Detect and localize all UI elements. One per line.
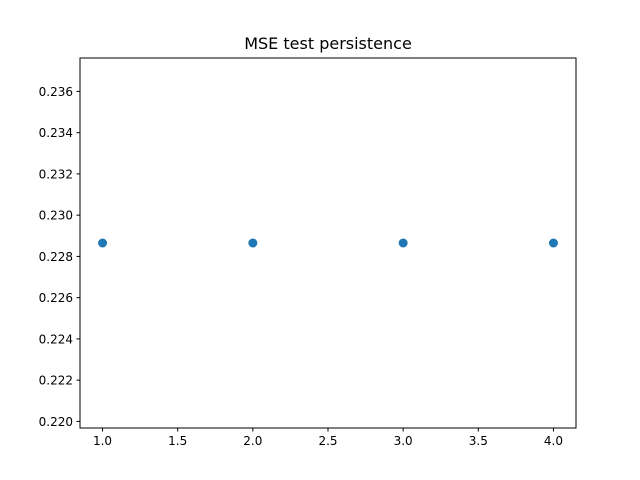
data-point	[98, 238, 108, 248]
x-tick-label: 2.0	[243, 434, 262, 448]
y-tick-label: 0.224	[39, 332, 73, 346]
plot-frame	[79, 57, 577, 429]
chart-title: MSE test persistence	[244, 34, 412, 53]
y-tick-label: 0.234	[39, 126, 73, 140]
y-tick-label: 0.230	[39, 209, 73, 223]
x-tick-label: 4.0	[544, 434, 563, 448]
x-tick-label: 3.5	[469, 434, 488, 448]
y-tick-label: 0.228	[39, 250, 73, 264]
y-tick-label: 0.222	[39, 374, 73, 388]
data-point	[248, 238, 258, 248]
data-points	[98, 238, 558, 248]
y-tick-label: 0.236	[39, 85, 73, 99]
y-tick-label: 0.220	[39, 415, 73, 429]
x-tick-label: 1.5	[168, 434, 187, 448]
y-tick-label: 0.226	[39, 291, 73, 305]
axis-ticks: 1.0 1.5 2.0 2.5 3.0 3.5 4.0 0.220 0.222 0.224 0.22…	[39, 85, 563, 448]
data-point	[548, 238, 558, 248]
x-tick-label: 3.0	[394, 434, 413, 448]
data-point	[398, 238, 408, 248]
x-tick-label: 2.5	[318, 434, 337, 448]
x-tick-label: 1.0	[93, 434, 112, 448]
y-tick-label: 0.232	[39, 167, 73, 181]
